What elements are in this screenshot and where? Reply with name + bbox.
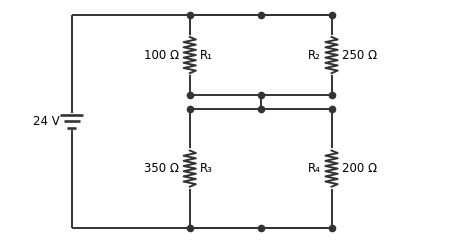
Text: R₃: R₃ xyxy=(200,162,213,175)
Text: 24 V: 24 V xyxy=(33,115,60,128)
Text: R₁: R₁ xyxy=(200,49,213,61)
Text: R₄: R₄ xyxy=(308,162,321,175)
Text: 200 Ω: 200 Ω xyxy=(342,162,377,175)
Text: 250 Ω: 250 Ω xyxy=(342,49,377,61)
Text: 350 Ω: 350 Ω xyxy=(145,162,179,175)
Text: R₂: R₂ xyxy=(308,49,321,61)
Text: 100 Ω: 100 Ω xyxy=(144,49,179,61)
